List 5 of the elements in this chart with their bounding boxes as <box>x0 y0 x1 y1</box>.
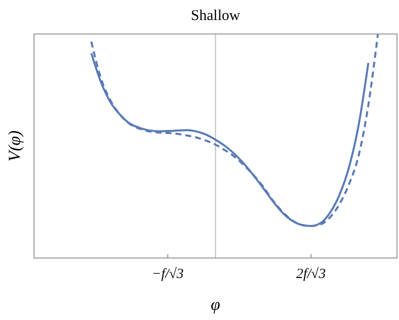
x-axis-title: φ <box>210 295 220 314</box>
x-tick-label: −f/√3 <box>152 266 184 282</box>
x-tick-label: 2f/√3 <box>296 266 326 282</box>
chart-title: Shallow <box>190 8 240 24</box>
y-axis-title: V(φ) <box>5 130 24 162</box>
